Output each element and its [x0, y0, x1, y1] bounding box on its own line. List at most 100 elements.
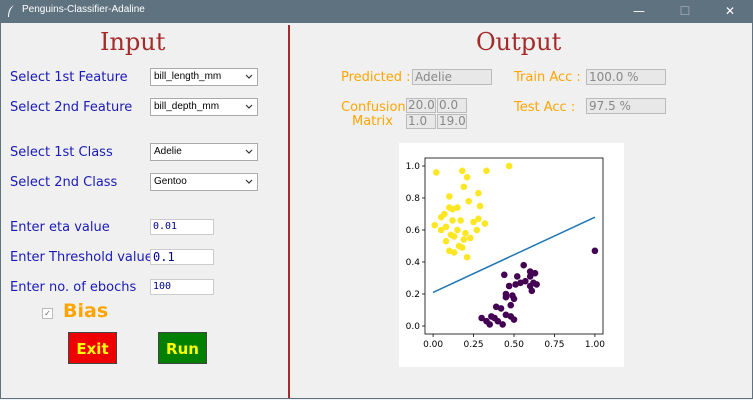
- epochs-value: 100: [153, 281, 172, 292]
- data-point: [500, 271, 508, 279]
- feature1-value: bill_length_mm: [154, 71, 222, 82]
- matrix-cell: 20.0: [406, 98, 436, 113]
- epochs-label: Enter no. of ebochs: [10, 280, 137, 295]
- train-acc-value: 100.0 %: [586, 69, 666, 85]
- feather-icon: [8, 5, 14, 17]
- data-point: [531, 269, 539, 277]
- data-point: [431, 221, 439, 229]
- confusion-label: Confusion: [341, 100, 406, 115]
- feature2-label: Select 2nd Feature: [10, 100, 133, 115]
- x-tick-label: 0.50: [504, 340, 524, 350]
- run-button[interactable]: Run: [158, 332, 207, 364]
- data-point: [442, 237, 450, 245]
- data-point: [591, 247, 599, 255]
- threshold-input[interactable]: 0.1: [150, 249, 214, 265]
- matrix-cell: 0.0: [437, 98, 467, 113]
- data-point: [512, 281, 519, 288]
- eta-value: 0.01: [153, 221, 178, 232]
- class2-select[interactable]: Gentoo: [150, 173, 258, 191]
- y-tick-label: 0.8: [406, 194, 421, 204]
- data-point: [445, 204, 453, 211]
- data-point: [467, 234, 474, 242]
- data-point: [507, 301, 515, 309]
- data-point: [510, 316, 518, 323]
- matrix-cell: 19.0: [437, 114, 467, 129]
- feature1-select[interactable]: bill_length_mm: [150, 68, 258, 86]
- data-point: [462, 229, 469, 237]
- minimize-button[interactable]: —: [633, 4, 645, 18]
- scatter-plot: 0.00 0.25 0.50 0.75 1.00 0.0 0.2 0.4 0.6 0.8 1.0: [399, 143, 624, 367]
- y-tick-label: 0.2: [406, 290, 420, 300]
- data-point: [483, 167, 490, 175]
- data-point: [502, 293, 510, 301]
- test-acc-value: 97.5 %: [586, 98, 666, 114]
- data-point: [460, 236, 468, 243]
- threshold-value: 0.1: [153, 250, 175, 264]
- plot-frame: [424, 157, 604, 335]
- data-point: [510, 295, 518, 303]
- train-acc-label: Train Acc :: [514, 70, 581, 85]
- close-button[interactable]: ✕: [724, 4, 736, 18]
- x-tick-label: 0.75: [544, 340, 564, 350]
- scatter-chart-svg: 0.00 0.25 0.50 0.75 1.00 0.0 0.2 0.4 0.6 0.8 1.0: [406, 157, 605, 350]
- data-point: [475, 215, 482, 223]
- eta-label: Enter eta value: [10, 220, 110, 235]
- eta-input[interactable]: 0.01: [150, 219, 214, 235]
- matrix-label: Matrix: [352, 114, 393, 129]
- data-point: [465, 197, 472, 205]
- data-point: [473, 226, 481, 234]
- title-bar: Penguins-Classifier-Adaline — ☐ ✕: [0, 0, 753, 23]
- data-point: [497, 305, 505, 312]
- data-point: [520, 261, 528, 269]
- chevron-down-icon: [245, 179, 253, 184]
- y-tick-label: 0.6: [406, 226, 421, 236]
- feature2-value: bill_depth_mm: [154, 101, 220, 112]
- chevron-down-icon: [245, 74, 253, 79]
- x-tick-label: 0.00: [423, 340, 443, 350]
- data-point: [505, 162, 513, 170]
- data-point: [486, 321, 494, 328]
- data-point: [450, 233, 458, 240]
- window-title: Penguins-Classifier-Adaline: [22, 4, 145, 15]
- chevron-down-icon: [245, 104, 253, 109]
- bias-label[interactable]: Bias: [63, 300, 109, 322]
- y-tick-label: 0.4: [406, 258, 421, 268]
- decision-boundary-line: [432, 216, 596, 294]
- predicted-value: Adelie: [412, 69, 492, 85]
- data-point: [463, 253, 471, 261]
- bias-checkbox[interactable]: ✓: [42, 308, 53, 319]
- data-point: [505, 282, 513, 290]
- exit-button[interactable]: Exit: [68, 332, 117, 364]
- test-acc-label: Test Acc :: [514, 100, 576, 115]
- data-point: [454, 226, 461, 234]
- output-heading: Output: [476, 28, 562, 56]
- class1-value: Adelie: [154, 146, 182, 157]
- data-point: [442, 223, 450, 231]
- data-point: [476, 202, 484, 210]
- data-point: [458, 167, 466, 175]
- data-point: [499, 321, 506, 328]
- chevron-down-icon: [245, 149, 253, 154]
- feature1-label: Select 1st Feature: [10, 70, 128, 85]
- data-point: [470, 218, 477, 226]
- data-point: [528, 287, 536, 295]
- data-point: [450, 249, 458, 256]
- data-point: [433, 169, 440, 176]
- x-tick-label: 0.25: [464, 340, 484, 350]
- maximize-button[interactable]: ☐: [679, 4, 691, 18]
- class1-select[interactable]: Adelie: [150, 143, 258, 161]
- data-point: [437, 226, 445, 234]
- epochs-input[interactable]: 100: [150, 279, 214, 295]
- class2-label: Select 2nd Class: [10, 175, 118, 190]
- data-point: [481, 220, 489, 227]
- y-tick-label: 1.0: [406, 162, 421, 172]
- data-point: [458, 244, 466, 251]
- feature2-select[interactable]: bill_depth_mm: [150, 98, 258, 116]
- predicted-label: Predicted :: [341, 70, 411, 85]
- data-point: [445, 193, 453, 200]
- data-point: [478, 314, 485, 322]
- input-heading: Input: [100, 28, 166, 56]
- threshold-label: Enter Threshold value: [10, 250, 153, 265]
- class1-label: Select 1st Class: [10, 145, 113, 160]
- data-point: [437, 213, 445, 221]
